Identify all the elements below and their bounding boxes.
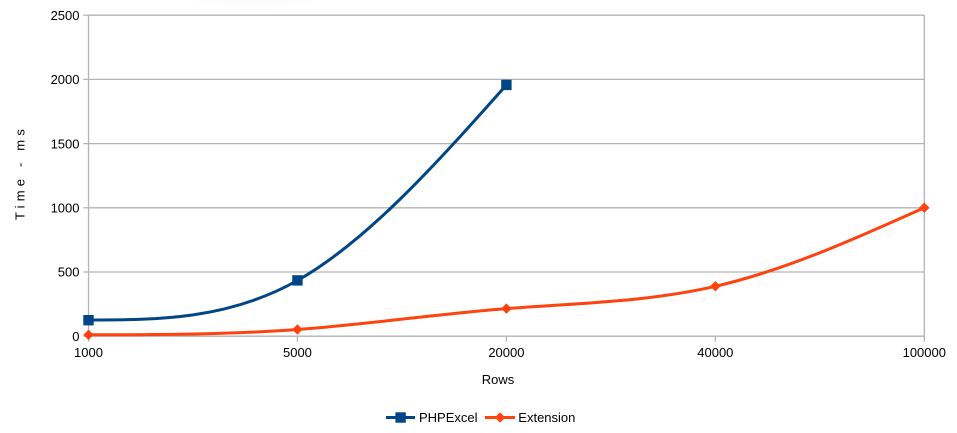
svg-text:100000: 100000 <box>903 345 946 360</box>
svg-text:1000: 1000 <box>51 201 80 216</box>
svg-text:Rows: Rows <box>482 372 515 387</box>
svg-text:5000: 5000 <box>283 345 312 360</box>
svg-text:Extension: Extension <box>518 410 575 425</box>
svg-text:500: 500 <box>58 265 80 280</box>
svg-text:1000: 1000 <box>74 345 103 360</box>
svg-text:2500: 2500 <box>51 8 80 23</box>
svg-text:0: 0 <box>72 329 79 344</box>
svg-text:20000: 20000 <box>488 345 524 360</box>
svg-text:40000: 40000 <box>697 345 733 360</box>
svg-text:Time - ms: Time - ms <box>13 125 28 220</box>
svg-text:PHPExcel: PHPExcel <box>419 410 478 425</box>
svg-text:2000: 2000 <box>51 72 80 87</box>
svg-text:1500: 1500 <box>51 136 80 151</box>
